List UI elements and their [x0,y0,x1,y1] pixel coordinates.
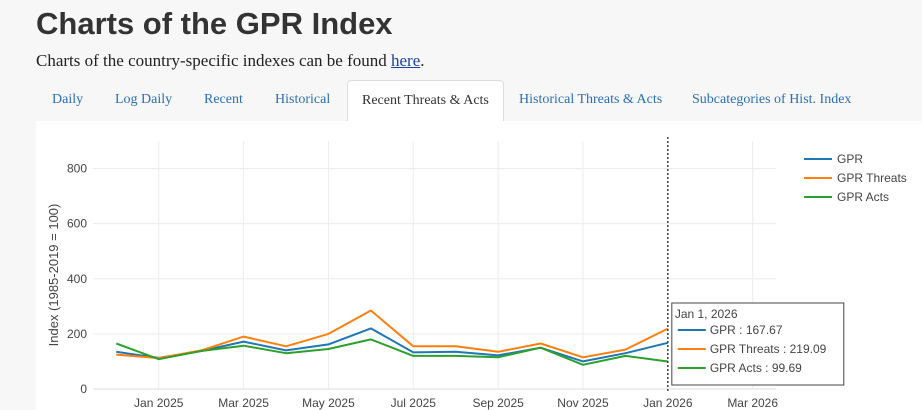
x-tick-label: Mar 2025 [218,396,269,410]
subtitle-text: Charts of the country-specific indexes c… [36,51,391,70]
tab-subcategories[interactable]: Subcategories of Hist. Index [692,92,852,107]
subtitle-end: . [420,51,425,70]
chart-panel: 0 200 400 600 800 Jan 2025 Mar 2025 May 2025 Jul… [36,121,922,410]
tab-log-daily[interactable]: Log Daily [115,92,173,107]
y-tick-label: 600 [67,217,87,231]
legend-label[interactable]: GPR [837,152,863,166]
hover-tooltip-row: GPR : 167.67 [710,323,783,337]
tab-historical[interactable]: Historical [275,92,331,107]
tab-daily[interactable]: Daily [52,92,84,107]
x-tick-label: Jul 2025 [391,396,437,410]
gpr-chart[interactable]: 0 200 400 600 800 Jan 2025 Mar 2025 May 2025 Jul… [36,121,922,410]
here-link[interactable]: here [391,51,421,70]
hover-tooltip [671,302,845,386]
tab-recent-threats-acts[interactable]: Recent Threats & Acts [347,80,504,122]
chart-tabs: Daily Log Daily Recent Historical Recent… [36,80,922,122]
x-tick-label: May 2025 [302,396,355,410]
x-tick-label: Nov 2025 [557,396,609,410]
tab-recent[interactable]: Recent [204,92,243,107]
legend-label[interactable]: GPR Acts [837,190,889,204]
tab-historical-threats-acts[interactable]: Historical Threats & Acts [519,92,663,107]
x-tick-label: Jan 2025 [134,396,184,410]
y-tick-label: 400 [67,272,87,286]
legend-label[interactable]: GPR Threats [837,171,907,185]
series-line-gpr-threats [116,309,669,360]
y-axis-label: Index (1985-2019 = 100) [46,204,61,347]
hover-tooltip-title: Jan 1, 2026 [675,307,738,321]
page-subtitle: Charts of the country-specific indexes c… [36,50,425,72]
x-tick-label: Jan 2026 [643,396,693,410]
series-line-gpr-acts [115,338,668,366]
hover-tooltip-row: GPR Acts : 99.69 [710,361,802,375]
y-tick-label: 200 [67,327,87,341]
y-tick-label: 0 [80,382,87,396]
y-tick-label: 800 [67,162,87,176]
page-title: Charts of the GPR Index [36,6,393,41]
x-tick-label: Sep 2025 [472,396,524,410]
hover-tooltip-row: GPR Threats : 219.09 [710,342,827,356]
x-tick-label: Mar 2026 [727,396,778,410]
